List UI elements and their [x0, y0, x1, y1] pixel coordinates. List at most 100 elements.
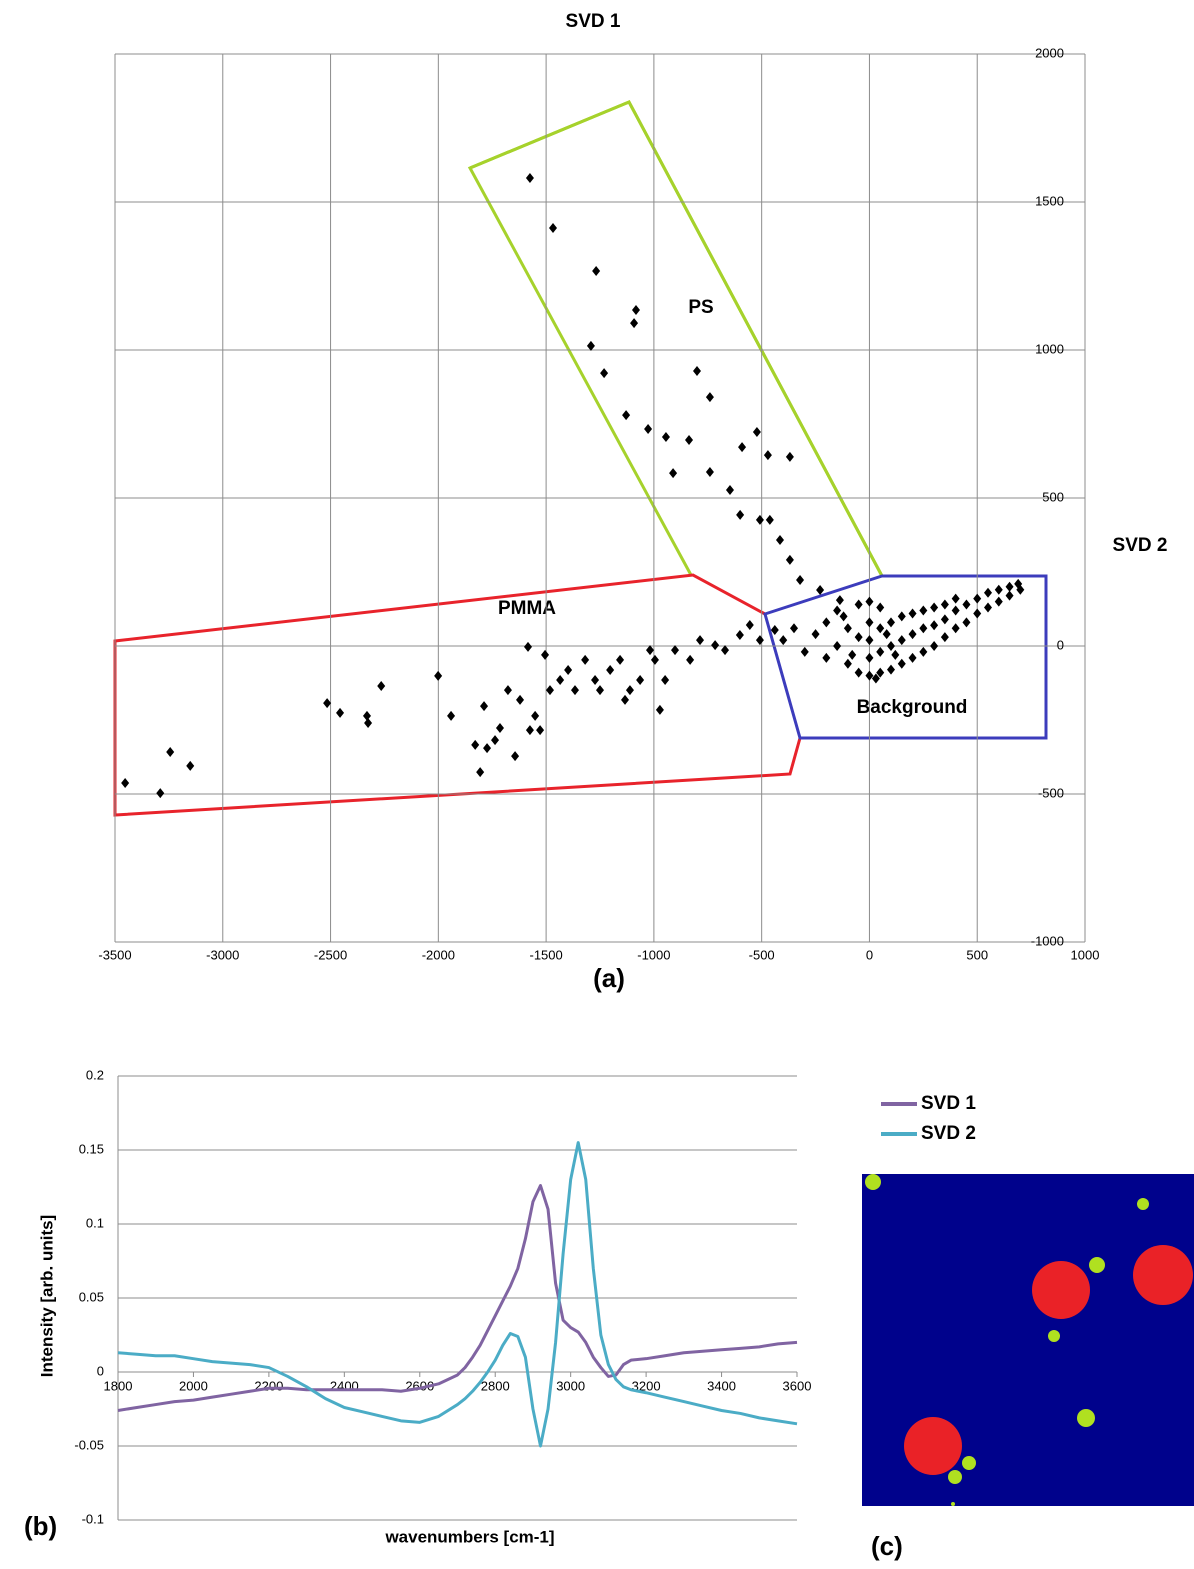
- point: [984, 603, 992, 613]
- x-tick-label: -2500: [314, 947, 347, 962]
- point: [796, 575, 804, 585]
- point: [753, 427, 761, 437]
- x-tick-label: 1000: [1071, 947, 1100, 962]
- point: [887, 665, 895, 675]
- x-tick-label: 2800: [481, 1378, 510, 1393]
- point: [622, 410, 630, 420]
- point: [491, 735, 499, 745]
- point: [865, 635, 873, 645]
- point: [632, 305, 640, 315]
- point: [738, 442, 746, 452]
- figure: SVD 1 SVD 2 (a) PS PMMA Background waven…: [0, 0, 1194, 1564]
- x-tick-label: -1500: [529, 947, 562, 962]
- point: [930, 603, 938, 613]
- point: [596, 685, 604, 695]
- point: [556, 675, 564, 685]
- pmma-particle: [1032, 1261, 1090, 1319]
- point: [887, 641, 895, 651]
- point: [685, 435, 693, 445]
- point: [706, 467, 714, 477]
- point: [377, 681, 385, 691]
- point: [447, 711, 455, 721]
- y-tick-label: 0.2: [86, 1067, 104, 1082]
- annotation: Background: [857, 697, 968, 718]
- point: [471, 740, 479, 750]
- point: [662, 432, 670, 442]
- point: [952, 605, 960, 615]
- annotation: PS: [688, 297, 713, 318]
- legend-label: SVD 1: [921, 1093, 976, 1114]
- point: [504, 685, 512, 695]
- x-tick-label: 500: [966, 947, 988, 962]
- point: [766, 515, 774, 525]
- annotation: PMMA: [498, 598, 556, 619]
- x-tick-label: -2000: [422, 947, 455, 962]
- point: [844, 659, 852, 669]
- point: [526, 725, 534, 735]
- y-tick-label: 0: [1057, 637, 1064, 652]
- point: [564, 665, 572, 675]
- page: SVD 1 SVD 2 (a) PS PMMA Background waven…: [0, 0, 1194, 1569]
- point: [898, 635, 906, 645]
- point: [541, 650, 549, 660]
- series-line: [118, 1143, 797, 1446]
- y-tick-label: -0.1: [82, 1511, 104, 1526]
- point: [876, 647, 884, 657]
- point: [524, 642, 532, 652]
- point: [693, 366, 701, 376]
- x-tick-label: 3400: [707, 1378, 736, 1393]
- point: [855, 632, 863, 642]
- point: [790, 623, 798, 633]
- point: [779, 635, 787, 645]
- point: [669, 468, 677, 478]
- point: [516, 695, 524, 705]
- point: [962, 617, 970, 627]
- point: [616, 655, 624, 665]
- point: [909, 608, 917, 618]
- point: [855, 600, 863, 610]
- point: [891, 650, 899, 660]
- point: [1006, 591, 1014, 601]
- point: [995, 585, 1003, 595]
- point: [671, 645, 679, 655]
- point: [812, 629, 820, 639]
- point: [531, 711, 539, 721]
- classification-map: [862, 1174, 1194, 1506]
- point: [706, 392, 714, 402]
- point: [736, 630, 744, 640]
- point: [836, 595, 844, 605]
- caption: (b): [24, 1511, 57, 1541]
- point: [816, 585, 824, 595]
- x-tick-label: 3600: [783, 1378, 812, 1393]
- point: [941, 632, 949, 642]
- point: [865, 617, 873, 627]
- point: [434, 671, 442, 681]
- y-tick-label: 0.15: [79, 1141, 104, 1156]
- point: [526, 173, 534, 183]
- point: [496, 723, 504, 733]
- point: [756, 515, 764, 525]
- point: [909, 653, 917, 663]
- point: [898, 611, 906, 621]
- point: [592, 266, 600, 276]
- point: [736, 510, 744, 520]
- point: [480, 701, 488, 711]
- point: [883, 629, 891, 639]
- point: [909, 629, 917, 639]
- point: [571, 685, 579, 695]
- point: [696, 635, 704, 645]
- point: [121, 778, 129, 788]
- point: [833, 605, 841, 615]
- point: [656, 705, 664, 715]
- y-tick-label: -500: [1038, 785, 1064, 800]
- y-tick-label: 2000: [1035, 45, 1064, 60]
- point: [186, 761, 194, 771]
- legend-label: SVD 2: [921, 1123, 976, 1144]
- point: [626, 685, 634, 695]
- pmma-particle: [1133, 1245, 1193, 1305]
- y-tick-label: 1000: [1035, 341, 1064, 356]
- point: [786, 452, 794, 462]
- point: [636, 675, 644, 685]
- ps-region: [470, 102, 882, 576]
- pmma-particle: [904, 1417, 962, 1475]
